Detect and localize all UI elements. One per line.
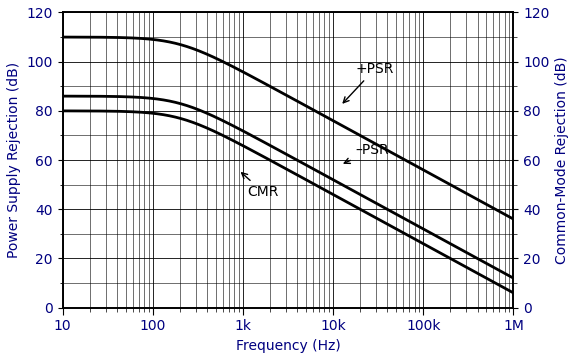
Y-axis label: Power Supply Rejection (dB): Power Supply Rejection (dB) — [7, 62, 21, 258]
Text: +PSR: +PSR — [343, 62, 394, 103]
X-axis label: Frequency (Hz): Frequency (Hz) — [236, 339, 340, 353]
Y-axis label: Common-Mode Rejection (dB): Common-Mode Rejection (dB) — [555, 56, 569, 264]
Text: CMR: CMR — [242, 173, 279, 199]
Text: –PSR: –PSR — [344, 143, 389, 163]
